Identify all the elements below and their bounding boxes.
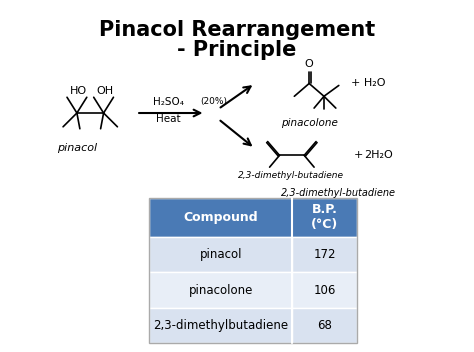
Text: - Principle: - Principle [177, 40, 297, 60]
Text: 2H₂O: 2H₂O [364, 150, 392, 160]
Text: Pinacol Rearrangement: Pinacol Rearrangement [99, 20, 375, 40]
Text: 2,3-dimethylbutadiene: 2,3-dimethylbutadiene [153, 319, 288, 332]
Text: pinacolone: pinacolone [281, 118, 337, 128]
Text: 172: 172 [313, 248, 336, 261]
Bar [292, 308, 356, 343]
Text: (20%): (20%) [201, 97, 228, 106]
Text: OH: OH [97, 86, 114, 96]
Text: Compound: Compound [183, 211, 258, 224]
Bar [149, 308, 292, 343]
Text: B.P.
(°C): B.P. (°C) [311, 203, 338, 231]
Text: +: + [354, 150, 363, 160]
Text: H₂SO₄: H₂SO₄ [153, 97, 184, 107]
Bar [149, 198, 356, 237]
Text: 68: 68 [317, 319, 332, 332]
Text: pinacol: pinacol [57, 144, 97, 153]
Bar [149, 272, 292, 308]
Bar [292, 272, 356, 308]
Bar [149, 198, 356, 343]
Text: HO: HO [70, 86, 87, 96]
Text: 2,3-dimethyl-butadiene: 2,3-dimethyl-butadiene [281, 188, 396, 198]
Bar [292, 237, 356, 272]
Text: + H₂O: + H₂O [351, 78, 386, 88]
Text: 106: 106 [313, 284, 336, 297]
Text: 2,3-dimethyl-butadiene: 2,3-dimethyl-butadiene [238, 171, 344, 181]
Text: pinacol: pinacol [200, 248, 242, 261]
Bar [149, 237, 292, 272]
Text: pinacolone: pinacolone [189, 284, 253, 297]
Text: O: O [305, 59, 313, 69]
Text: Heat: Heat [156, 114, 181, 124]
